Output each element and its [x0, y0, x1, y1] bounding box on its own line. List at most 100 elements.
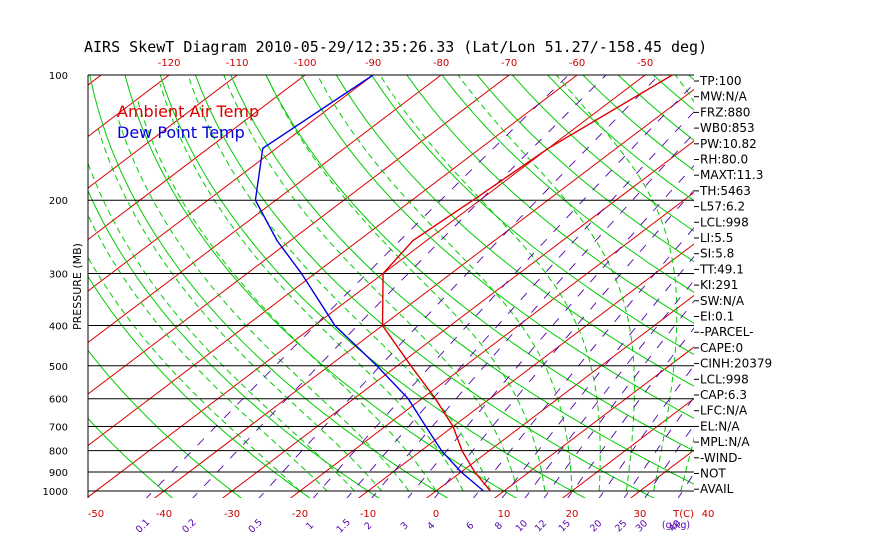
- dry-adiabat-line: [88, 275, 311, 498]
- mixing-ratio-label: 2: [362, 520, 374, 532]
- isotherm-line: [357, 243, 694, 498]
- mixing-ratio-label: 0.1: [134, 517, 152, 535]
- dry-adiabat-line: [88, 417, 174, 498]
- stability-index: MW:N/A: [700, 90, 748, 104]
- dry-adiabat-line: [511, 75, 694, 232]
- mixing-ratio-line: [543, 300, 694, 498]
- bottom-temperature-tick-label: -40: [156, 509, 172, 520]
- mixing-ratio-line: [312, 83, 694, 498]
- stability-index: TT:49.1: [699, 262, 744, 276]
- mixing-ratio-line: [472, 227, 694, 498]
- stability-index: TP:100: [699, 74, 742, 88]
- mixing-ratio-line: [258, 75, 660, 498]
- mixing-ratio-label: 25: [613, 518, 629, 534]
- stability-index: TH:5463: [699, 184, 751, 198]
- dry-adiabat-line: [124, 75, 518, 498]
- mixing-ratio-line: [524, 279, 694, 498]
- series-line: [254, 75, 485, 492]
- dry-adiabat-line: [265, 75, 694, 452]
- pressure-tick-label: 900: [49, 468, 68, 479]
- bottom-temperature-tick-label: 30: [634, 509, 647, 520]
- moist-adiabat-line: [187, 75, 491, 492]
- pressure-tick-label: 700: [49, 423, 68, 434]
- isotherm-line: [425, 294, 694, 498]
- isobar-grid: [88, 74, 694, 492]
- top-temperature-tick-label: -70: [501, 58, 517, 69]
- isotherm-line: [88, 75, 238, 189]
- mixing-ratio-grid: [145, 75, 694, 498]
- stability-index: LCL:998: [700, 372, 749, 386]
- mixing-ratio-label: 6: [464, 520, 476, 532]
- sounding-series: [254, 75, 673, 492]
- isotherm-line: [88, 75, 510, 395]
- moist-adiabat-line: [159, 83, 464, 492]
- mixing-ratio-label: 4: [425, 520, 437, 532]
- top-temperature-tick-label: -110: [226, 58, 249, 69]
- dry-adiabat-line: [159, 75, 586, 498]
- mixing-ratio-line: [192, 75, 607, 498]
- moist-adiabat-line: [457, 75, 635, 492]
- pressure-tick-label: 300: [49, 269, 68, 280]
- isotherm-line: [561, 397, 694, 498]
- stability-index: KI:291: [700, 278, 738, 292]
- stability-index: AVAIL: [700, 482, 734, 496]
- top-temperature-tick-label: -90: [365, 58, 381, 69]
- mixing-ratio-line: [598, 364, 694, 498]
- isotherm-line: [88, 75, 306, 241]
- moist-adiabat-line: [556, 75, 678, 492]
- dry-adiabat-line: [441, 75, 694, 293]
- dry-adiabat-line: [194, 75, 655, 498]
- stability-index: CINH:20379: [700, 357, 772, 371]
- pressure-tick-label: 1000: [43, 487, 68, 498]
- isotherm-line: [88, 75, 646, 498]
- dry-adiabat-line: [371, 75, 694, 356]
- mixing-ratio-label: 15: [557, 518, 573, 534]
- legend-dew-point-temp: Dew Point Temp: [117, 123, 245, 142]
- top-temperature-tick-label: -80: [433, 58, 449, 69]
- moist-adiabat-line: [265, 75, 546, 492]
- stability-index: PW:10.82: [700, 137, 757, 151]
- bottom-temperature-tick-label: 40: [702, 509, 715, 520]
- mixing-ratio-label: 8: [493, 520, 505, 532]
- mixing-ratio-label: 20: [588, 518, 604, 534]
- dry-adiabat-line: [88, 189, 380, 498]
- dry-adiabat-grid: [88, 56, 870, 500]
- mixing-ratio-label: 30: [634, 518, 650, 534]
- bottom-temperature-tick-label: -50: [88, 509, 104, 520]
- moist-adiabat-line: [674, 75, 694, 492]
- bottom-temperature-tick-label: 10: [498, 509, 511, 520]
- dry-adiabat-line: [230, 75, 694, 485]
- dry-adiabat-line: [770, 56, 870, 500]
- stability-index: LFC:N/A: [700, 404, 748, 418]
- mixing-ratio-line: [371, 132, 694, 498]
- dry-adiabat-line: [300, 75, 694, 419]
- stability-index: LCL:998: [700, 215, 749, 229]
- stability-index: MPL:N/A: [700, 435, 750, 449]
- dry-adiabat-line: [736, 56, 870, 500]
- stability-index: SW:N/A: [700, 294, 745, 308]
- mixing-ratio-label: 0.5: [246, 517, 264, 535]
- mixing-ratio-label: 10: [514, 518, 530, 534]
- moist-adiabat-grid: [88, 75, 694, 492]
- pressure-tick-label: 400: [49, 321, 68, 332]
- bottom-temperature-tick-label: 0: [433, 509, 439, 520]
- bottom-temperature-tick-label: -20: [292, 509, 308, 520]
- mixing-ratio-unit-label: (g/kg): [662, 520, 690, 531]
- stability-index: FRZ:880: [700, 105, 750, 119]
- moist-adiabat-line: [379, 75, 601, 491]
- isotherm-line: [88, 75, 442, 344]
- stability-index: -WIND-: [700, 451, 742, 465]
- stability-index: WB0:853: [700, 121, 755, 135]
- moist-adiabat-line: [88, 162, 355, 492]
- stability-index: EI:0.1: [700, 310, 734, 324]
- isotherm-line: [88, 75, 578, 447]
- isotherm-line: [289, 191, 694, 498]
- dry-adiabat-line: [406, 75, 694, 324]
- mixing-ratio-label: 0.2: [180, 517, 198, 535]
- top-temperature-tick-label: -100: [294, 58, 317, 69]
- mixing-ratio-line: [346, 111, 694, 498]
- mixing-ratio-line: [567, 327, 694, 498]
- mixing-ratio-line: [644, 424, 694, 498]
